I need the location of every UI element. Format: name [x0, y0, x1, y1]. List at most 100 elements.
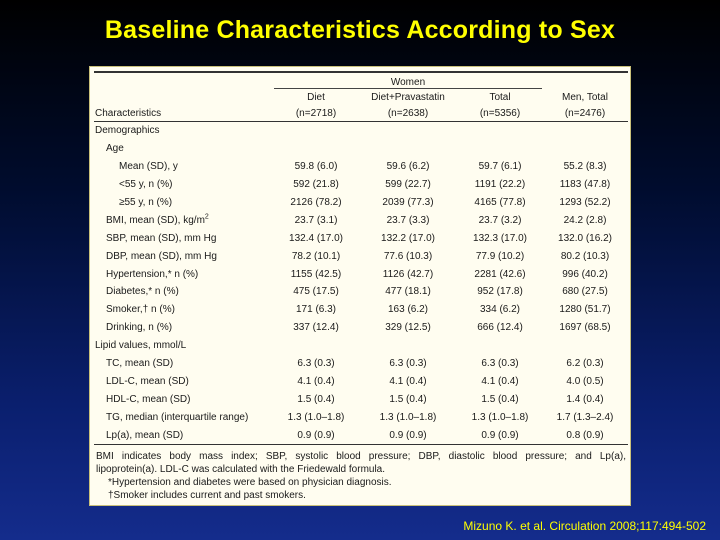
cell-men-total: 4.0 (0.5)	[566, 375, 604, 387]
cell-total: 952 (17.8)	[477, 286, 523, 298]
cell-diet: 592 (21.8)	[293, 179, 339, 191]
baseline-table: Women Diet Diet+Pravastatin Total Men, T…	[94, 71, 628, 446]
row-label-text: Lipid values, mmol/L	[95, 340, 187, 352]
col-header-diet-pravastatin: Diet+Pravastatin	[371, 92, 445, 103]
cell-men-total: 80.2 (10.3)	[560, 250, 610, 262]
cell-total: 6.3 (0.3)	[481, 358, 519, 370]
women-group-header: Women	[274, 73, 542, 89]
cell-diet: 171 (6.3)	[295, 304, 337, 316]
row-label-text: Demographics	[95, 125, 160, 137]
cell-diet: 23.7 (3.1)	[294, 214, 338, 226]
row-label-text: Age	[106, 143, 124, 155]
row-label-text: ≥55 y, n (%)	[119, 197, 173, 208]
row-label: TG, median (interquartile range)	[94, 408, 274, 426]
row-label: LDL-C, mean (SD)	[94, 372, 274, 390]
footnote-ldl: lipoprotein(a). LDL-C was calculated wit…	[96, 464, 386, 475]
row-label: ≥55 y, n (%)	[94, 194, 274, 212]
cell-total: 23.7 (3.2)	[478, 214, 522, 226]
cell-total: 132.3 (17.0)	[473, 232, 527, 244]
cell-diet-pravastatin	[358, 337, 458, 355]
cell-men-total: 6.2 (0.3)	[566, 358, 604, 370]
row-label-text: Mean (SD), y	[119, 161, 178, 173]
cell-diet-pravastatin: 329 (12.5)	[385, 322, 431, 334]
cell-men-total: 1.7 (1.3–2.4)	[556, 411, 614, 423]
col-header-total: Total	[489, 92, 511, 103]
citation: Mizuno K. et al. Circulation 2008;117:49…	[463, 519, 706, 533]
row-label: Smoker,† n (%)	[94, 301, 274, 319]
row-label-text: SBP, mean (SD), mm Hg	[106, 232, 217, 244]
col-header-diet-n: (n=2718)	[274, 106, 358, 122]
table-row: SBP, mean (SD), mm Hg 132.4 (17.0) 132.2 (…	[94, 229, 628, 247]
cell-total: 0.9 (0.9)	[458, 426, 542, 446]
cell-diet-pravastatin: 77.6 (10.3)	[383, 250, 433, 262]
row-label: Drinking, n (%)	[94, 319, 274, 337]
cell-men-total: 132.0 (16.2)	[558, 232, 612, 244]
row-label: Diabetes,* n (%)	[94, 283, 274, 301]
cell-total: 77.9 (10.2)	[475, 250, 525, 262]
cell-diet-pravastatin: 2039 (77.3)	[382, 197, 434, 208]
cell-total	[458, 140, 542, 158]
cell-men-total	[542, 337, 628, 355]
cell-diet: 2126 (78.2)	[290, 197, 342, 208]
row-label-text: DBP, mean (SD), mm Hg	[106, 250, 217, 262]
cell-diet-pravastatin: 132.2 (17.0)	[381, 232, 435, 244]
table-row: Diabetes,* n (%) 475 (17.5) 477 (18.1) 952 …	[94, 283, 628, 301]
cell-diet-pravastatin: 477 (18.1)	[385, 286, 431, 298]
row-label-text: HDL-C, mean (SD)	[106, 393, 191, 405]
table-row: ≥55 y, n (%) 2126 (78.2) 2039 (77.3) 4165 (…	[94, 194, 628, 212]
row-label-text: Drinking, n (%)	[106, 322, 173, 334]
table-row: HDL-C, mean (SD) 1.5 (0.4) 1.5 (0.4) 1.5 (0…	[94, 390, 628, 408]
cell-diet-pravastatin: 4.1 (0.4)	[389, 375, 427, 387]
cell-diet-pravastatin: 599 (22.7)	[385, 179, 431, 191]
col-header-total-n: (n=5356)	[458, 106, 542, 122]
cell-diet: 4.1 (0.4)	[297, 375, 335, 387]
cell-total: 1.5 (0.4)	[481, 393, 519, 405]
table-row: <55 y, n (%) 592 (21.8) 599 (22.7) 1191 (22…	[94, 176, 628, 194]
cell-men-total: 1.4 (0.4)	[566, 393, 604, 405]
cell-diet: 1.3 (1.0–1.8)	[287, 411, 345, 423]
table-row: DBP, mean (SD), mm Hg 78.2 (10.1) 77.6 (10…	[94, 247, 628, 265]
cell-diet	[274, 122, 358, 140]
row-label-text: Smoker,† n (%)	[106, 304, 175, 316]
column-header-row-n: Characteristics (n=2718) (n=2638) (n=535…	[94, 106, 628, 122]
table-footnotes: BMI indicates body mass index; SBP, syst…	[96, 450, 626, 502]
table-row: BMI, mean (SD), kg/m2 23.7 (3.1) 23.7 (3.3…	[94, 211, 628, 229]
cell-diet-pravastatin: 1.5 (0.4)	[389, 393, 427, 405]
table-row: Lipid values, mmol/L	[94, 337, 628, 355]
cell-men-total: 996 (40.2)	[562, 268, 608, 280]
cell-diet-pravastatin: 1126 (42.7)	[382, 268, 434, 280]
cell-diet-pravastatin	[358, 140, 458, 158]
table-row: Smoker,† n (%) 171 (6.3) 163 (6.2) 334 (6.2…	[94, 301, 628, 319]
row-label: Age	[94, 140, 274, 158]
cell-diet-pravastatin: 0.9 (0.9)	[358, 426, 458, 446]
cell-total: 1191 (22.2)	[474, 179, 526, 191]
row-label-text: Lp(a), mean (SD)	[106, 429, 184, 441]
cell-diet-pravastatin: 163 (6.2)	[387, 304, 429, 316]
cell-diet: 337 (12.4)	[293, 322, 339, 334]
table-row: Drinking, n (%) 337 (12.4) 329 (12.5) 666 (…	[94, 319, 628, 337]
row-label: Demographics	[94, 122, 274, 140]
cell-men-total	[542, 122, 628, 140]
row-label-text: Diabetes,* n (%)	[106, 286, 179, 298]
row-label: HDL-C, mean (SD)	[94, 390, 274, 408]
cell-total: 59.7 (6.1)	[478, 161, 522, 173]
table-row: TG, median (interquartile range) 1.3 (1.0…	[94, 408, 628, 426]
table-row: TC, mean (SD) 6.3 (0.3) 6.3 (0.3) 6.3 (0.3)…	[94, 355, 628, 373]
table-card: Women Diet Diet+Pravastatin Total Men, T…	[89, 66, 631, 506]
cell-diet: 132.4 (17.0)	[289, 232, 343, 244]
cell-total: 4.1 (0.4)	[481, 375, 519, 387]
cell-diet	[274, 337, 358, 355]
cell-diet-pravastatin: 1.3 (1.0–1.8)	[379, 411, 437, 423]
cell-total	[458, 122, 542, 140]
cell-diet: 59.8 (6.0)	[294, 161, 338, 173]
row-label-text: Hypertension,* n (%)	[106, 268, 199, 280]
column-header-row: Diet Diet+Pravastatin Total Men, Total	[94, 89, 628, 107]
cell-diet: 1.5 (0.4)	[297, 393, 335, 405]
cell-diet-pravastatin: 6.3 (0.3)	[389, 358, 427, 370]
cell-men-total: 24.2 (2.8)	[563, 214, 607, 226]
cell-men-total: 1183 (47.8)	[559, 179, 611, 191]
col-header-men-total: Men, Total	[562, 91, 608, 103]
cell-men-total: 1697 (68.5)	[559, 322, 611, 334]
col-header-characteristics: Characteristics	[94, 106, 274, 122]
table-row: Hypertension,* n (%) 1155 (42.5) 1126 (42.…	[94, 265, 628, 283]
